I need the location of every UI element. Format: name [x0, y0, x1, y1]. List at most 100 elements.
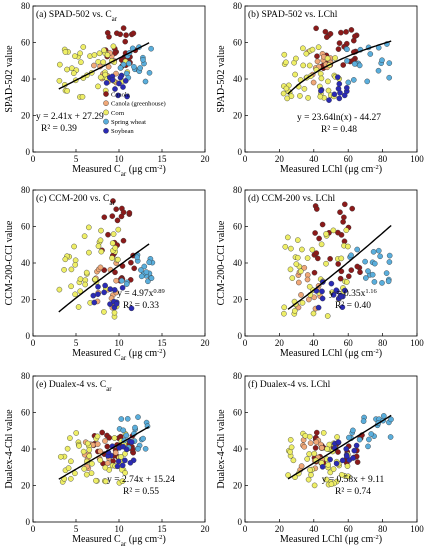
point-canola-greenhouse [91, 62, 97, 69]
x-tick-label: 80 [378, 524, 388, 534]
fit-line [287, 40, 392, 95]
point-spring-wheat [380, 413, 387, 419]
point-spring-wheat [120, 427, 127, 434]
point-spring-wheat [140, 435, 146, 442]
x-tick-label: 20 [275, 154, 285, 164]
point-soybean [128, 439, 135, 445]
point-corn [93, 477, 99, 484]
point-spring-wheat [351, 61, 358, 67]
point-corn [284, 95, 291, 102]
point-soybean [353, 442, 360, 449]
point-corn [83, 471, 90, 478]
point-spring-wheat [388, 416, 394, 423]
point-corn [338, 471, 345, 478]
point-canola [99, 429, 105, 436]
point-canola [120, 237, 127, 244]
point-canola [113, 206, 119, 212]
point-canola [117, 31, 123, 38]
point-corn [283, 59, 289, 66]
legend-label: Corn [111, 110, 125, 117]
point-corn [308, 472, 314, 478]
y-tick-label: 80 [233, 1, 243, 11]
point-spring-wheat [344, 58, 350, 64]
y-tick-label: 20 [233, 295, 243, 305]
point-corn [345, 473, 352, 480]
point-corn [293, 55, 299, 62]
point-spring-wheat [132, 424, 138, 431]
point-corn [96, 50, 103, 57]
point-corn [72, 470, 78, 477]
point-canola [312, 230, 318, 236]
point-corn [324, 313, 331, 319]
point-spring-wheat [344, 46, 350, 53]
point-soybean [350, 455, 356, 461]
y-tick-label: 0 [26, 147, 31, 157]
x-tick-label: 15 [158, 154, 168, 164]
point-corn [95, 59, 101, 65]
point-corn [325, 462, 332, 468]
point-corn [305, 95, 311, 101]
point-soybean [115, 92, 121, 99]
x-tick-label: 15 [158, 524, 168, 534]
point-corn [84, 440, 91, 447]
y-tick-label: 20 [233, 481, 243, 491]
point-soybean [114, 463, 121, 470]
point-corn [302, 432, 309, 439]
point-spring-wheat [366, 436, 372, 443]
x-tick-label: 5 [74, 338, 79, 348]
point-soybean [326, 97, 332, 103]
point-canola-greenhouse [298, 463, 305, 469]
point-spring-wheat [386, 60, 393, 66]
y-axis-label: Dualex-4-Chl value [216, 409, 227, 489]
point-spring-wheat [387, 434, 394, 440]
point-canola-greenhouse [97, 448, 103, 455]
point-corn [68, 266, 75, 273]
x-tick-label: 80 [378, 154, 388, 164]
point-soybean [128, 305, 135, 312]
point-canola [120, 209, 127, 216]
point-spring-wheat [148, 45, 154, 52]
x-tick-label: 100 [410, 524, 424, 534]
point-canola [311, 269, 318, 276]
point-canola [322, 28, 329, 35]
point-corn [98, 227, 104, 234]
y-tick-label: 60 [21, 222, 31, 232]
x-tick-label: 100 [410, 338, 424, 348]
point-corn [281, 304, 288, 311]
point-corn [288, 245, 294, 252]
point-corn [330, 227, 337, 234]
point-canola [128, 259, 134, 266]
point-soybean [334, 74, 341, 80]
point-corn [291, 308, 298, 314]
point-spring-wheat [385, 278, 392, 285]
x-tick-label: 60 [344, 154, 354, 164]
point-spring-wheat [142, 78, 149, 85]
point-spring-wheat [362, 275, 369, 281]
point-corn [306, 433, 313, 440]
point-canola-greenhouse [104, 460, 111, 467]
point-spring-wheat [362, 258, 368, 265]
panel-f: 0 20 40 60 80 100 0 20 40 60 80 (f) Dualex-4 vs. LC… [216, 371, 424, 545]
y-axis-label: CCM-200-CCI value [216, 220, 227, 305]
y-axis-label: Dualex-4-Chl value [4, 409, 15, 489]
point-corn [88, 470, 95, 477]
point-canola [335, 449, 341, 455]
point-canola [323, 34, 330, 40]
x-tick-label: 0 [243, 154, 248, 164]
point-corn [77, 276, 84, 282]
x-tick-label: 20 [201, 338, 211, 348]
point-corn [119, 478, 126, 485]
point-canola [335, 261, 342, 267]
point-corn [97, 74, 104, 81]
point-canola-greenhouse [301, 443, 308, 450]
point-corn [345, 243, 351, 250]
point-spring-wheat [371, 260, 378, 267]
point-corn [86, 224, 92, 231]
point-canola [120, 25, 127, 31]
point-corn [307, 467, 313, 473]
y-tick-label: 60 [233, 408, 243, 418]
point-corn [306, 283, 313, 290]
fit-line [287, 224, 392, 310]
point-corn [293, 261, 300, 267]
point-spring-wheat [117, 65, 124, 71]
